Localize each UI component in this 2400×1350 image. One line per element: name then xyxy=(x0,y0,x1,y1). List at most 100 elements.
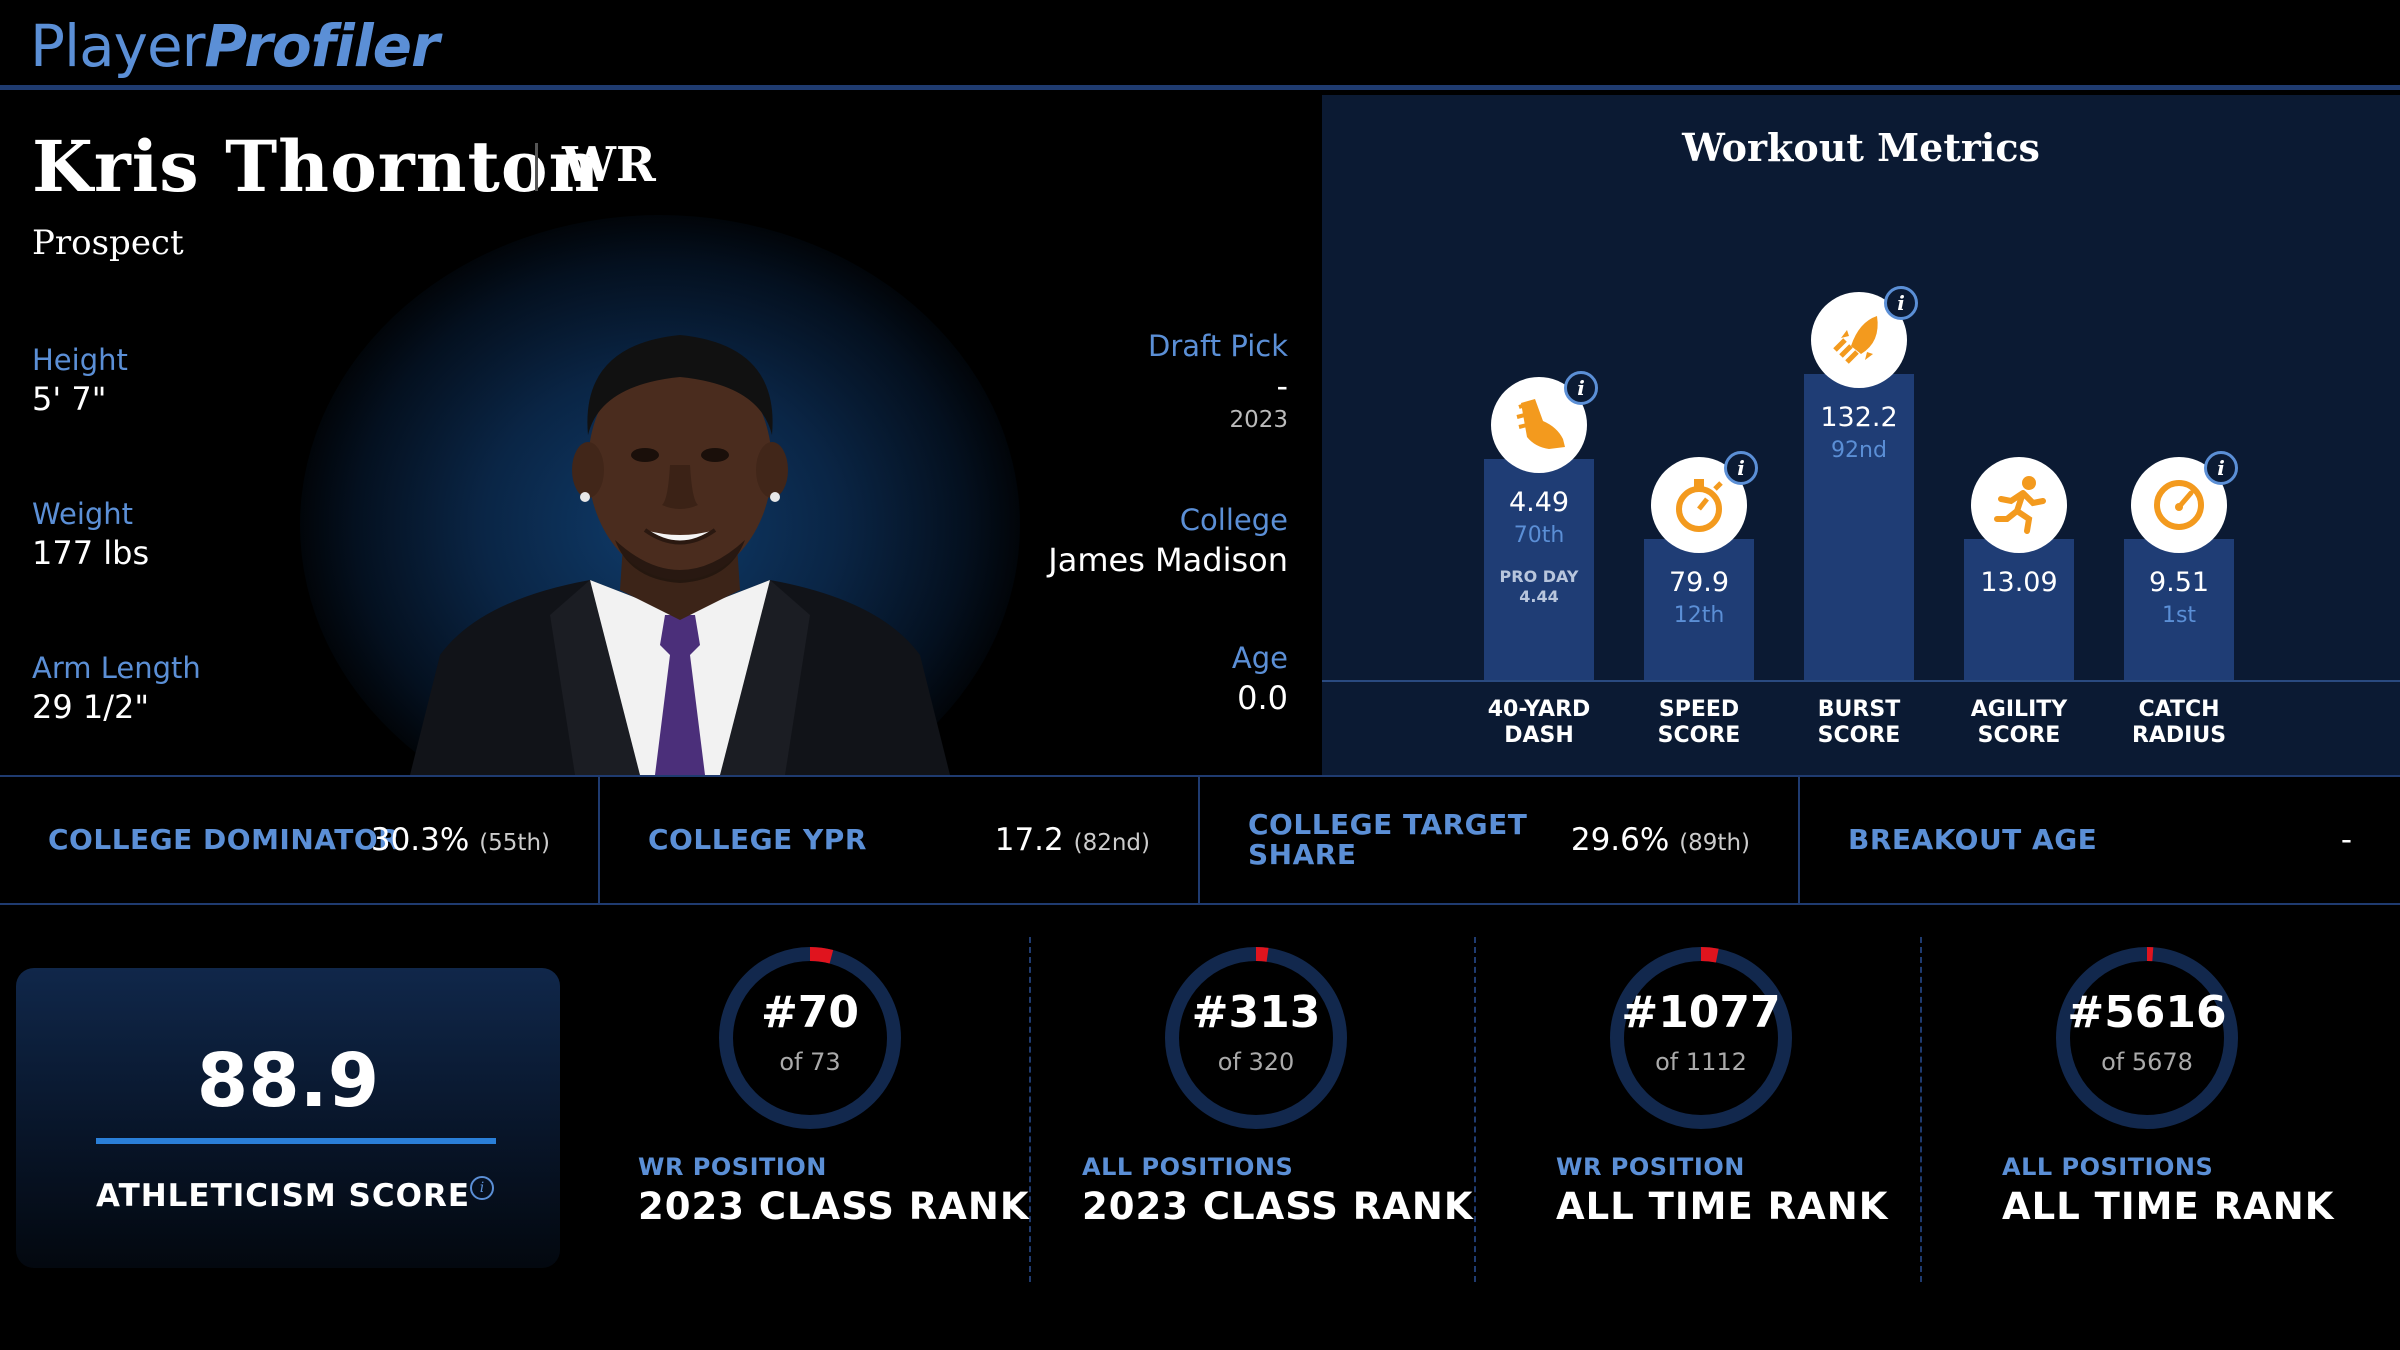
player-panel: Kris Thornton WR Prospect Height 5' 7" W… xyxy=(0,95,1320,775)
rank-wr-2023-class: #70 of 73 WR POSITION 2023 CLASS RANK xyxy=(620,935,1060,1295)
metric-percentile: 92nd xyxy=(1831,438,1887,463)
info-icon[interactable]: i xyxy=(1884,286,1918,320)
stat-value: 29.6% (89th) xyxy=(1571,822,1750,858)
rank-all-time: #5616 of 5678 ALL POSITIONS ALL TIME RAN… xyxy=(1957,935,2397,1295)
info-icon[interactable]: i xyxy=(1564,371,1598,405)
rank-of: of 1112 xyxy=(1655,1048,1747,1076)
draft-pick-label: Draft Pick xyxy=(1148,329,1288,363)
stat-number: 29.6% xyxy=(1570,822,1670,858)
metric-bar-burst-score: 132.2 92nd xyxy=(1804,374,1914,680)
metric-value: 9.51 xyxy=(2148,567,2210,598)
workout-metrics-panel: Workout Metrics 4.49 70th PRO DAY 4.44 i… xyxy=(1322,95,2400,775)
pro-day-label: PRO DAY xyxy=(1499,567,1579,586)
label-line2: SHARE xyxy=(1248,838,1357,871)
rank-all-2023-class: #313 of 320 ALL POSITIONS 2023 CLASS RAN… xyxy=(1066,935,1506,1295)
stopwatch-icon xyxy=(1651,457,1747,553)
height-value: 5' 7" xyxy=(32,380,107,418)
player-status: Prospect xyxy=(32,223,184,263)
stat-label: COLLEGE YPR xyxy=(648,823,867,856)
rank-of: of 5678 xyxy=(2101,1048,2193,1076)
stat-value: 30.3% (55th) xyxy=(371,822,550,858)
athleticism-underline xyxy=(96,1138,496,1144)
rank-of: of 320 xyxy=(1217,1048,1295,1076)
athleticism-score-value: 88.9 xyxy=(196,1038,380,1124)
bars-baseline xyxy=(1322,680,2400,682)
info-icon[interactable]: i xyxy=(1724,451,1758,485)
brand-part2: Profiler xyxy=(204,12,440,80)
metric-label-catch-radius: CATCH RADIUS xyxy=(2109,697,2249,749)
ring-track xyxy=(1610,947,1792,1129)
label-line1: 40-YARD xyxy=(1487,697,1591,722)
draft-year: 2023 xyxy=(1229,407,1288,433)
rank-number: #313 xyxy=(1191,987,1321,1038)
label-line1: COLLEGE TARGET xyxy=(1248,808,1528,841)
stat-percentile: (82nd) xyxy=(1073,830,1150,856)
metric-bar-agility-score: 13.09 xyxy=(1964,539,2074,680)
rank-category: ALL POSITIONS xyxy=(2002,1153,2214,1181)
rocket-icon xyxy=(1811,292,1907,388)
metric-percentile: 12th xyxy=(1673,603,1725,628)
info-icon[interactable]: i xyxy=(2204,451,2238,485)
stat-breakout-age: BREAKOUT AGE - xyxy=(1800,777,2400,903)
label-line2: RADIUS xyxy=(2131,723,2227,748)
ring-fill xyxy=(1700,947,1719,963)
arm-length-label: Arm Length xyxy=(32,651,201,685)
stat-percentile: (55th) xyxy=(479,830,550,856)
rank-category: WR POSITION xyxy=(1556,1153,1745,1181)
stat-percentile: (89th) xyxy=(1679,830,1750,856)
rank-ring xyxy=(719,947,901,1129)
metric-bar-speed-score: 79.9 12th xyxy=(1644,539,1754,680)
top-header: PlayerProfiler xyxy=(0,0,2400,90)
rank-number: #5616 xyxy=(2067,987,2227,1038)
ring-track xyxy=(1165,947,1347,1129)
rank-ring xyxy=(1610,947,1792,1129)
label-line1: BURST xyxy=(1817,697,1901,722)
stat-value: - xyxy=(2341,822,2352,858)
pro-day-value: 4.44 xyxy=(1519,587,1559,606)
metric-bar-catch-radius: 9.51 1st xyxy=(2124,539,2234,680)
stat-number: 30.3% xyxy=(370,822,470,858)
stat-label: COLLEGE TARGET SHARE xyxy=(1248,810,1527,870)
metric-bar-40-yard-dash: 4.49 70th PRO DAY 4.44 xyxy=(1484,459,1594,680)
label-line1: AGILITY xyxy=(1970,697,2068,722)
rank-title: 2023 CLASS RANK xyxy=(638,1185,1030,1228)
metric-label-burst-score: BURST SCORE xyxy=(1789,697,1929,749)
stat-college-target-share: COLLEGE TARGET SHARE 29.6% (89th) xyxy=(1200,777,1800,903)
label-line2: SCORE xyxy=(1817,723,1901,748)
ring-track xyxy=(2056,947,2238,1129)
ranks-section: 88.9 ATHLETICISM SCORE i #70 of 73 WR PO… xyxy=(0,905,2400,1350)
rank-ring xyxy=(1165,947,1347,1129)
stat-label: BREAKOUT AGE xyxy=(1848,823,2098,856)
stat-college-dominator: COLLEGE DOMINATOR 30.3% (55th) xyxy=(0,777,600,903)
stat-college-ypr: COLLEGE YPR 17.2 (82nd) xyxy=(600,777,1200,903)
rank-title: ALL TIME RANK xyxy=(2002,1185,2335,1228)
rank-separator xyxy=(1920,937,1922,1282)
stat-number: - xyxy=(2340,822,2352,858)
college-label: College xyxy=(1179,503,1288,537)
college-value: James Madison xyxy=(1048,541,1288,579)
brand-logo[interactable]: PlayerProfiler xyxy=(30,12,440,80)
athleticism-score-label: ATHLETICISM SCORE xyxy=(96,1178,471,1214)
rank-of: of 73 xyxy=(779,1048,841,1076)
label-line2: DASH xyxy=(1504,723,1574,748)
info-icon[interactable]: i xyxy=(470,1176,494,1200)
ring-track xyxy=(719,947,901,1129)
athleticism-card: 88.9 ATHLETICISM SCORE i xyxy=(16,968,560,1268)
ring-fill xyxy=(809,947,834,964)
metric-label-40-yard-dash: 40-YARD DASH xyxy=(1469,697,1609,749)
draft-pick-value: - xyxy=(1276,367,1288,405)
runner-icon xyxy=(1971,457,2067,553)
height-label: Height xyxy=(32,343,128,377)
rank-title: ALL TIME RANK xyxy=(1556,1185,1889,1228)
stat-label: COLLEGE DOMINATOR xyxy=(48,823,401,856)
player-position: WR xyxy=(562,137,656,193)
brand-part1: Player xyxy=(30,12,205,80)
metric-value: 79.9 xyxy=(1668,567,1730,598)
metric-percentile: 1st xyxy=(2161,603,2197,628)
workout-title: Workout Metrics xyxy=(1682,125,2040,170)
label-line1: SPEED xyxy=(1658,697,1740,722)
rank-separator xyxy=(1029,937,1031,1282)
rank-title: 2023 CLASS RANK xyxy=(1082,1185,1474,1228)
metric-value: 132.2 xyxy=(1820,402,1898,433)
label-line1: CATCH xyxy=(2138,697,2220,722)
